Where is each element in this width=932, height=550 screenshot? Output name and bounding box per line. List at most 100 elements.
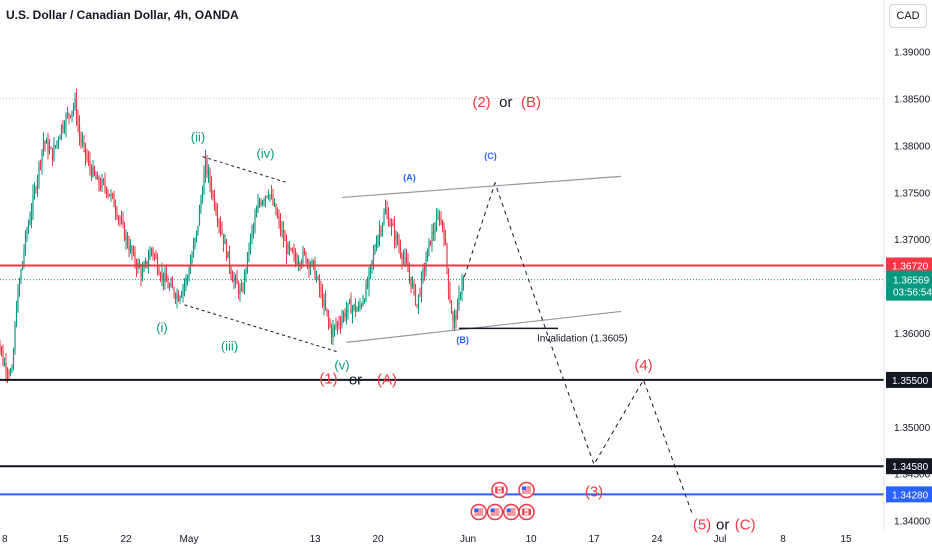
candle-body bbox=[107, 193, 109, 195]
candle-body bbox=[147, 259, 150, 266]
candle-body bbox=[78, 125, 81, 137]
wedge-upper-line[interactable] bbox=[202, 156, 289, 184]
candle-body bbox=[447, 268, 450, 292]
candle-body bbox=[210, 184, 213, 194]
candle-body bbox=[56, 140, 58, 146]
price-tick-label: 1.37000 bbox=[894, 235, 931, 246]
candle-body bbox=[273, 203, 276, 205]
candle-body bbox=[119, 217, 121, 221]
candle-body bbox=[354, 304, 357, 312]
candle-body bbox=[347, 303, 349, 312]
candle-body bbox=[30, 210, 33, 220]
candle-body bbox=[234, 277, 237, 280]
candle-body bbox=[299, 263, 301, 265]
time-tick-label: 13 bbox=[309, 534, 321, 545]
candle-body bbox=[99, 185, 102, 188]
candle-body bbox=[131, 246, 133, 253]
wave-label: (4) bbox=[634, 357, 652, 374]
candle-body bbox=[236, 277, 238, 284]
maple-leaf bbox=[498, 489, 501, 491]
candle-body bbox=[167, 281, 169, 288]
level-price-tag-text: 1.34280 bbox=[892, 490, 929, 501]
candle-body bbox=[161, 272, 163, 278]
candle-body bbox=[230, 267, 232, 276]
candle-body bbox=[423, 269, 426, 271]
level-price-tag[interactable]: 1.34580 bbox=[886, 458, 932, 475]
level-price-tag[interactable]: 1.35500 bbox=[886, 371, 932, 388]
candle-body bbox=[47, 140, 49, 153]
candle-body bbox=[377, 236, 379, 245]
candle-body bbox=[143, 265, 145, 272]
flag-canton bbox=[474, 508, 479, 512]
flag-stripe bbox=[522, 486, 531, 488]
candle-body bbox=[380, 229, 382, 232]
us-flag-icon[interactable] bbox=[470, 503, 488, 521]
wedge-lower-line[interactable] bbox=[184, 304, 338, 353]
last-price-text: 1.36569 bbox=[893, 276, 930, 287]
candle-body bbox=[93, 167, 96, 175]
flag-stripe bbox=[474, 512, 484, 514]
candle-body bbox=[384, 209, 387, 214]
candle-body bbox=[399, 247, 402, 255]
candle-body bbox=[407, 263, 409, 272]
candle-body bbox=[437, 216, 439, 219]
us-flag-icon[interactable] bbox=[518, 481, 535, 499]
candle-body bbox=[387, 213, 390, 226]
candle-body bbox=[309, 265, 312, 269]
candle-body bbox=[86, 155, 88, 159]
candle-body bbox=[60, 125, 63, 137]
time-tick-label: 15 bbox=[840, 534, 852, 545]
candle-body bbox=[113, 194, 115, 207]
candle-body bbox=[228, 251, 231, 268]
candle-body bbox=[263, 200, 265, 202]
candle-body bbox=[81, 141, 84, 143]
flag-band bbox=[522, 509, 525, 515]
candle-body bbox=[117, 217, 120, 219]
candle-body bbox=[63, 127, 66, 130]
channel-lower-line[interactable] bbox=[346, 310, 622, 343]
candle-body bbox=[62, 125, 64, 130]
candle-body bbox=[396, 234, 399, 243]
us-flag-icon[interactable] bbox=[502, 503, 520, 521]
candle-body bbox=[75, 97, 78, 120]
us-flag-icon[interactable] bbox=[486, 503, 504, 521]
candle-body bbox=[84, 143, 87, 156]
candle-body bbox=[18, 281, 21, 289]
canada-flag-icon[interactable] bbox=[518, 503, 535, 521]
candle-body bbox=[311, 260, 313, 266]
level-price-tag[interactable]: 1.34280 bbox=[886, 486, 932, 503]
time-tick-label: 10 bbox=[525, 534, 537, 545]
currency-button[interactable]: CAD bbox=[889, 4, 927, 28]
countdown-text: 03:56:54 bbox=[893, 288, 932, 299]
candle-body bbox=[282, 230, 285, 240]
candle-body bbox=[335, 325, 337, 327]
candle-body bbox=[12, 351, 15, 369]
wave-projection-path[interactable] bbox=[463, 181, 694, 517]
channel-upper-line[interactable] bbox=[341, 175, 622, 199]
candle-body bbox=[122, 220, 124, 224]
candle-body bbox=[150, 249, 153, 252]
candle-body bbox=[290, 248, 292, 250]
canada-flag-icon[interactable] bbox=[491, 481, 508, 499]
candle-body bbox=[260, 202, 262, 205]
time-tick-label: 8 bbox=[2, 534, 8, 545]
event-ring bbox=[502, 503, 520, 521]
candle-body bbox=[8, 373, 10, 375]
candle-body bbox=[195, 231, 198, 239]
candle-body bbox=[165, 273, 168, 282]
candle-body bbox=[71, 110, 73, 117]
candle-body bbox=[171, 283, 174, 289]
candle-body bbox=[459, 294, 462, 296]
candle-body bbox=[318, 278, 321, 290]
candle-body bbox=[420, 275, 423, 296]
candle-body bbox=[438, 216, 441, 221]
candle-body bbox=[405, 256, 408, 264]
time-tick-label: 8 bbox=[780, 534, 786, 545]
candle-body bbox=[146, 260, 148, 266]
level-price-tag[interactable]: 1.36720 bbox=[886, 257, 932, 274]
candle-body bbox=[351, 308, 354, 314]
wave-label: (B) bbox=[521, 94, 541, 111]
candle-body bbox=[207, 171, 210, 174]
